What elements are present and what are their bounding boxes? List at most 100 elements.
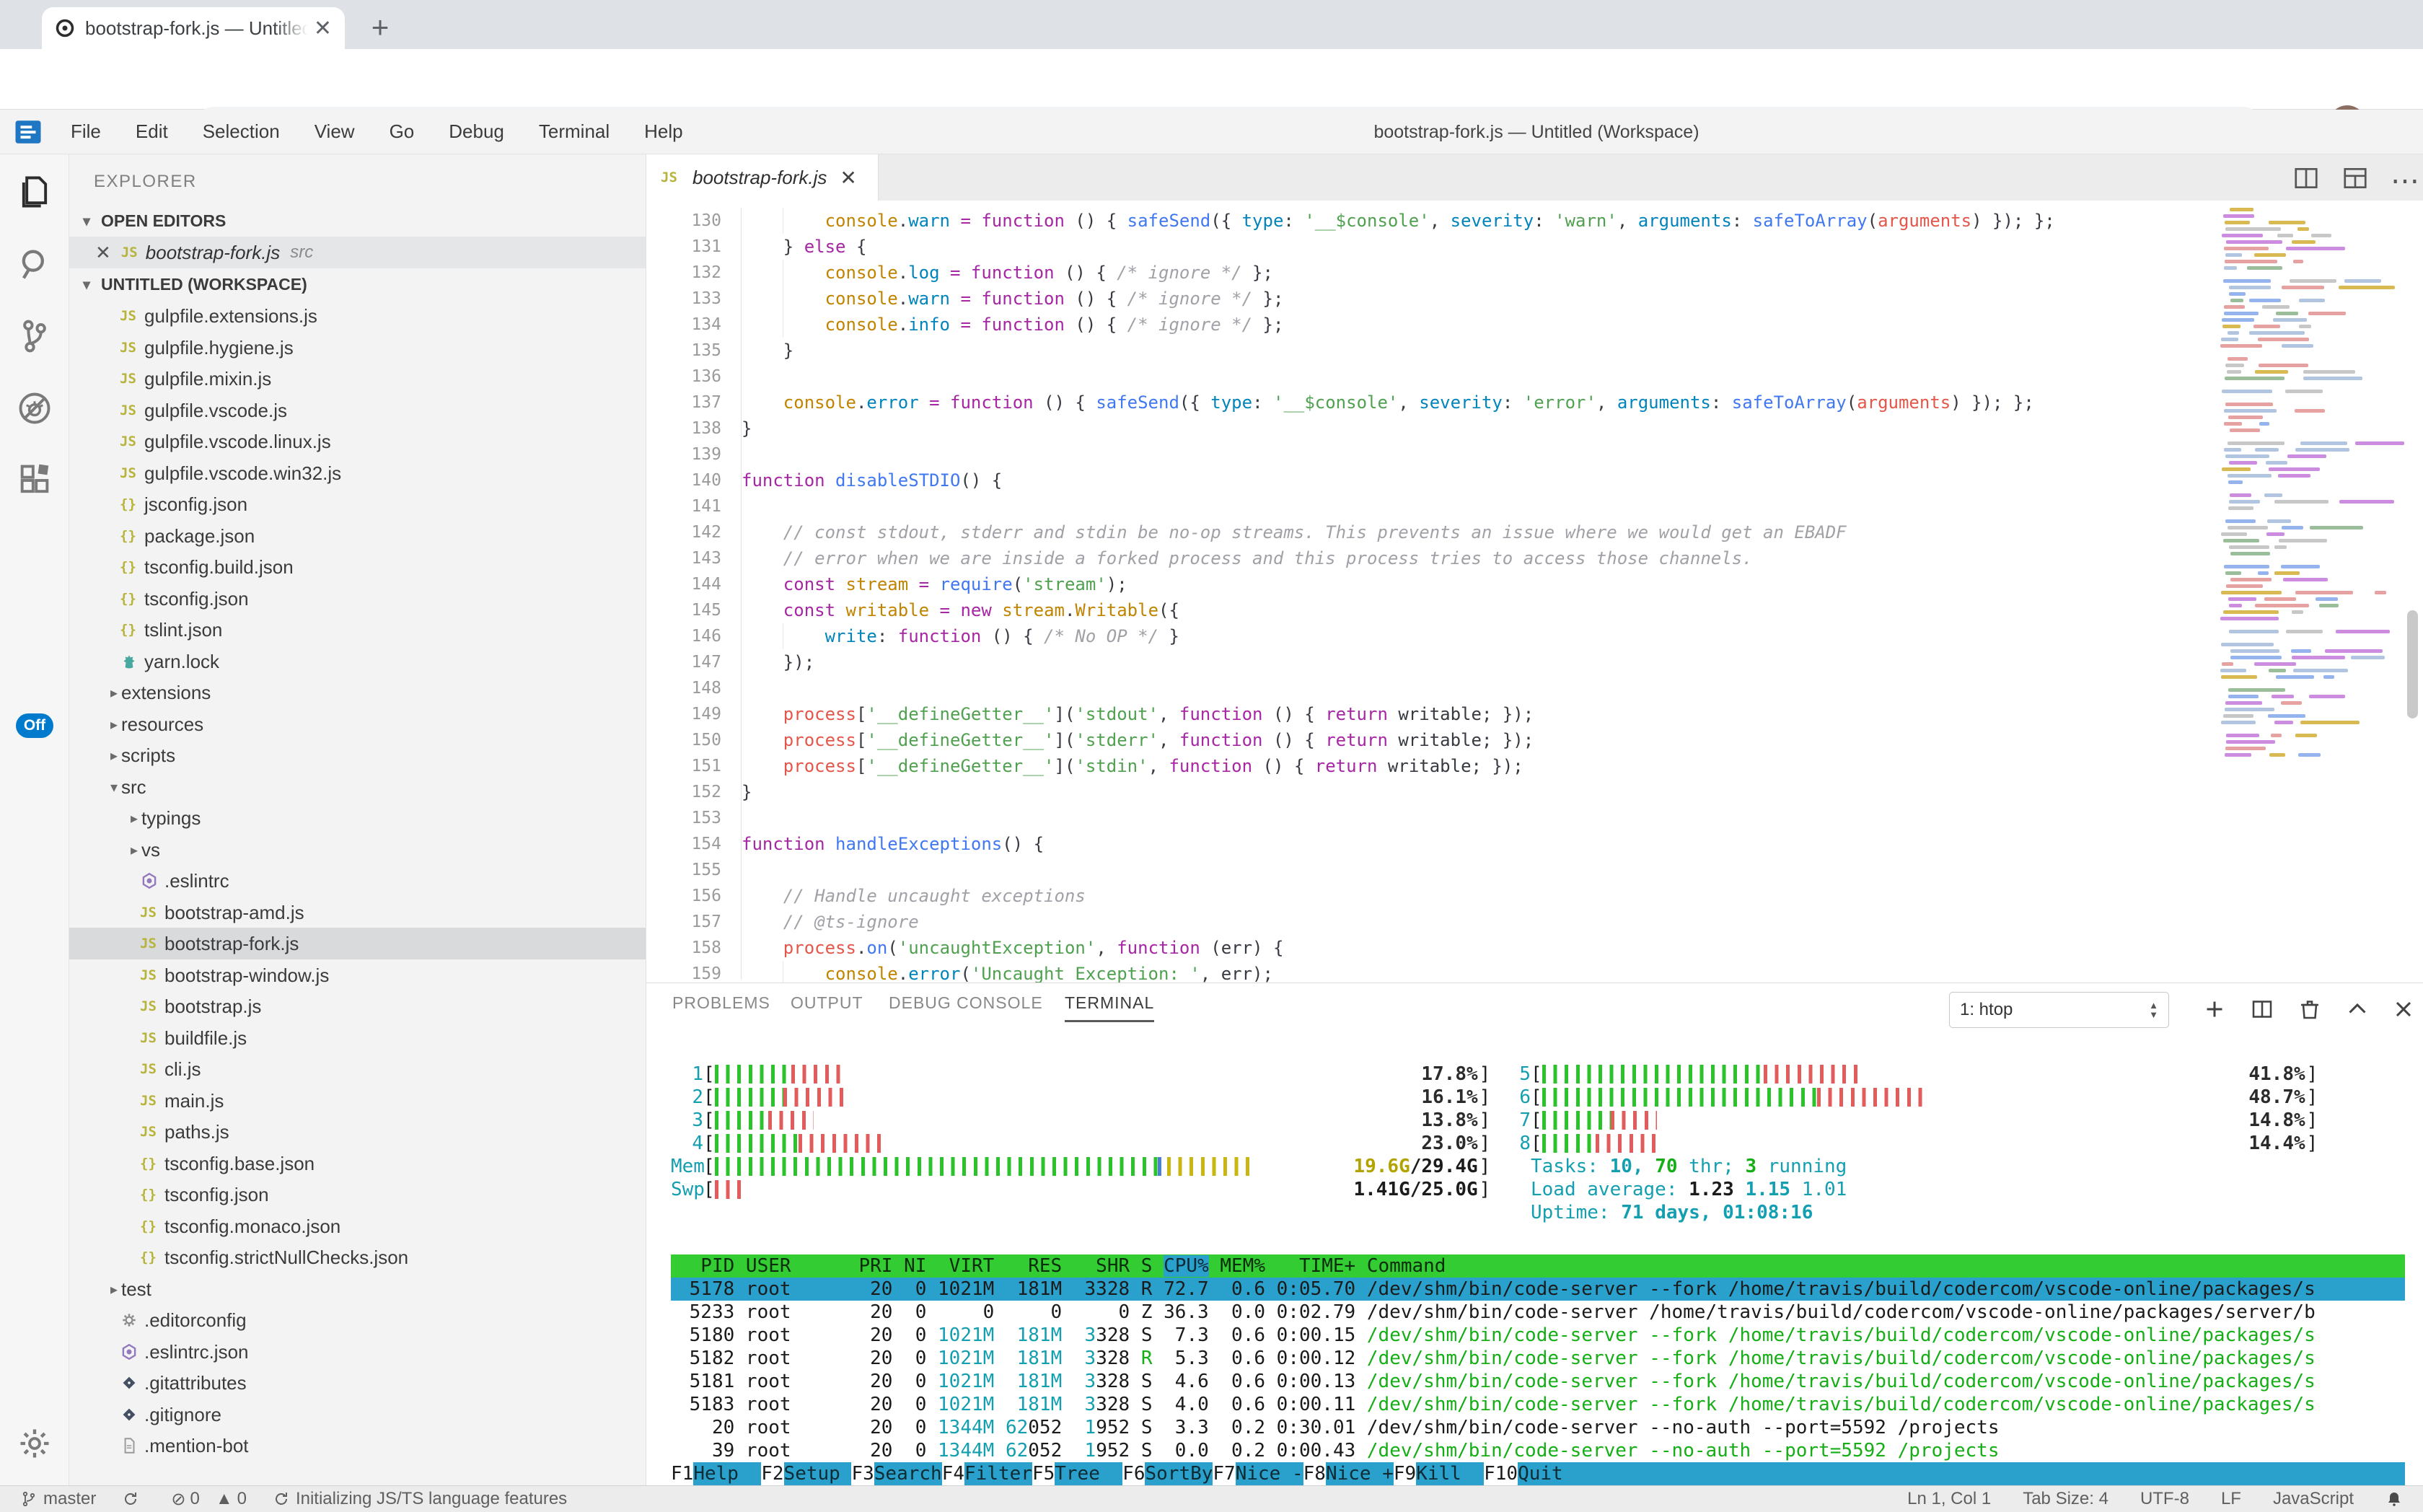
kill-terminal-icon[interactable] <box>2297 996 2323 1026</box>
file-row[interactable]: JSgulpfile.hygiene.js <box>69 332 646 364</box>
file-row[interactable]: ▸vs <box>69 834 646 866</box>
htop-process-row[interactable]: 5183 root 20 0 1021M 181M 3328 S 4.0 0.6… <box>671 1393 2405 1416</box>
file-row[interactable]: {}tsconfig.strictNullChecks.json <box>69 1241 646 1273</box>
htop-process-row[interactable]: 20 root 20 0 1344M 62052 1952 S 3.3 0.2 … <box>671 1416 2405 1439</box>
file-row[interactable]: JSmain.js <box>69 1085 646 1117</box>
search-icon[interactable] <box>16 245 53 283</box>
htop-process-row[interactable]: 39 root 20 0 1344M 62052 1952 S 0.0 0.2 … <box>671 1439 2405 1462</box>
file-row[interactable]: JSgulpfile.vscode.win32.js <box>69 457 646 489</box>
file-row[interactable]: ▸typings <box>69 802 646 834</box>
file-row[interactable]: {}package.json <box>69 520 646 552</box>
split-editor-icon[interactable] <box>2292 164 2320 195</box>
file-row[interactable]: JSgulpfile.mixin.js <box>69 363 646 395</box>
debug-disabled-icon[interactable] <box>16 390 53 427</box>
close-panel-icon[interactable] <box>2391 996 2417 1026</box>
file-row[interactable]: JScli.js <box>69 1053 646 1085</box>
workspace-header[interactable]: ▾ UNTITLED (WORKSPACE) <box>69 268 646 300</box>
split-terminal-icon[interactable] <box>2249 996 2275 1026</box>
file-row[interactable]: {}jsconfig.json <box>69 488 646 520</box>
file-row[interactable]: ▸test <box>69 1273 646 1305</box>
cursor-position[interactable]: Ln 1, Col 1 <box>1907 1489 1991 1509</box>
file-row[interactable]: {}tsconfig.build.json <box>69 551 646 583</box>
layout-icon[interactable] <box>2341 164 2369 195</box>
new-terminal-icon[interactable] <box>2202 996 2228 1026</box>
menu-view[interactable]: View <box>297 120 372 143</box>
terminal-select[interactable]: 1: htop ▲▼ <box>1949 992 2169 1028</box>
file-row[interactable]: .mention-bot <box>69 1430 646 1462</box>
more-actions-icon[interactable]: ⋯ <box>2391 164 2419 198</box>
file-row[interactable]: JSbootstrap.js <box>69 990 646 1022</box>
htop-process-row[interactable]: 5181 root 20 0 1021M 181M 3328 S 4.6 0.6… <box>671 1370 2405 1393</box>
file-row[interactable]: JSgulpfile.vscode.linux.js <box>69 426 646 457</box>
file-row[interactable]: JSbootstrap-amd.js <box>69 897 646 928</box>
htop-meter-4: 4[23.0%] <box>671 1132 1490 1155</box>
panel-tab-terminal[interactable]: TERMINAL <box>1065 993 1154 1022</box>
open-editor-item[interactable]: ✕ JS bootstrap-fork.js src <box>69 237 646 268</box>
file-row[interactable]: {}tsconfig.json <box>69 583 646 615</box>
tab-size[interactable]: Tab Size: 4 <box>2023 1489 2108 1509</box>
file-row[interactable]: .gitattributes <box>69 1367 646 1399</box>
file-row[interactable]: JSgulpfile.vscode.js <box>69 395 646 426</box>
file-row[interactable]: yarn.lock <box>69 646 646 677</box>
extensions-icon[interactable] <box>16 462 53 499</box>
encoding[interactable]: UTF-8 <box>2140 1489 2189 1509</box>
file-row[interactable]: ▸resources <box>69 708 646 740</box>
menu-go[interactable]: Go <box>372 120 432 143</box>
close-editor-icon[interactable]: ✕ <box>95 242 111 264</box>
open-editors-header[interactable]: ▾ OPEN EDITORS <box>69 205 646 237</box>
file-row[interactable]: JSbuildfile.js <box>69 1022 646 1054</box>
file-row[interactable]: .gitignore <box>69 1399 646 1430</box>
terminal-output[interactable]: 1[17.8%]2[16.1%]3[13.8%]4[23.0%]Mem[19.6… <box>649 1032 2420 1485</box>
file-row[interactable]: .eslintrc.json <box>69 1336 646 1368</box>
file-row[interactable]: {}tslint.json <box>69 614 646 646</box>
file-row[interactable]: .eslintrc <box>69 865 646 897</box>
file-name: test <box>121 1278 151 1301</box>
explorer-icon[interactable] <box>16 173 53 211</box>
htop-process-row[interactable]: 5182 root 20 0 1021M 181M 3328 R 5.3 0.6… <box>671 1347 2405 1370</box>
notifications-bell[interactable] <box>2385 1490 2403 1508</box>
source-control-icon[interactable] <box>16 317 53 355</box>
htop-process-row[interactable]: 5233 root 20 0 0 0 0 Z 36.3 0.0 0:02.79 … <box>671 1301 2405 1324</box>
language-mode[interactable]: JavaScript <box>2273 1489 2354 1509</box>
file-row[interactable]: {}tsconfig.monaco.json <box>69 1210 646 1242</box>
menu-file[interactable]: File <box>53 120 118 143</box>
htop-process-row[interactable]: 5178 root 20 0 1021M 181M 3328 R 72.7 0.… <box>671 1278 2405 1301</box>
git-branch-item[interactable]: master <box>20 1489 96 1509</box>
file-row[interactable]: ▸extensions <box>69 677 646 708</box>
panel-tab-problems[interactable]: PROBLEMS <box>672 993 770 1013</box>
file-row[interactable]: {}tsconfig.base.json <box>69 1148 646 1179</box>
code-editor[interactable]: 130 console.warn = function () { safeSen… <box>646 201 2423 983</box>
status-badge[interactable]: Off <box>16 713 53 738</box>
eol[interactable]: LF <box>2221 1489 2241 1509</box>
browser-tab[interactable]: bootstrap-fork.js — Untitled (V ✕ <box>42 7 345 49</box>
file-row[interactable]: ▾src <box>69 771 646 803</box>
editor-scrollbar[interactable] <box>2407 610 2418 718</box>
menu-help[interactable]: Help <box>627 120 700 143</box>
tab-close-icon[interactable]: ✕ <box>314 16 332 41</box>
htop-fkeys[interactable]: F1Help F2Setup F3SearchF4FilterF5Tree F6… <box>671 1462 2405 1485</box>
file-row[interactable]: {}tsconfig.json <box>69 1179 646 1210</box>
file-row[interactable]: JSpaths.js <box>69 1116 646 1148</box>
file-row[interactable]: .editorconfig <box>69 1304 646 1336</box>
manage-gear-icon[interactable] <box>16 1425 53 1462</box>
sync-item[interactable] <box>122 1490 145 1508</box>
problems-item[interactable]: ⊘ 0 ▲ 0 <box>171 1489 247 1510</box>
menu-selection[interactable]: Selection <box>185 120 297 143</box>
editor-tab[interactable]: JS bootstrap-fork.js ✕ <box>646 154 879 201</box>
htop-process-row[interactable]: 5180 root 20 0 1021M 181M 3328 S 7.3 0.6… <box>671 1324 2405 1347</box>
menu-edit[interactable]: Edit <box>118 120 185 143</box>
new-tab-button[interactable]: + <box>364 13 396 45</box>
file-row[interactable]: JSbootstrap-window.js <box>69 959 646 991</box>
app-logo[interactable] <box>13 117 43 147</box>
panel-tab-output[interactable]: OUTPUT <box>791 993 863 1013</box>
tab-close-icon[interactable]: ✕ <box>840 166 856 190</box>
file-row[interactable]: JSgulpfile.extensions.js <box>69 300 646 332</box>
file-row[interactable]: JSbootstrap-fork.js <box>69 928 646 959</box>
minimap[interactable] <box>2220 208 2401 785</box>
chevron-down-icon: ▾ <box>79 212 94 230</box>
panel-tab-debug-console[interactable]: DEBUG CONSOLE <box>889 993 1043 1013</box>
file-row[interactable]: ▸scripts <box>69 739 646 771</box>
menu-terminal[interactable]: Terminal <box>522 120 627 143</box>
maximize-panel-icon[interactable] <box>2344 996 2370 1026</box>
menu-debug[interactable]: Debug <box>431 120 522 143</box>
